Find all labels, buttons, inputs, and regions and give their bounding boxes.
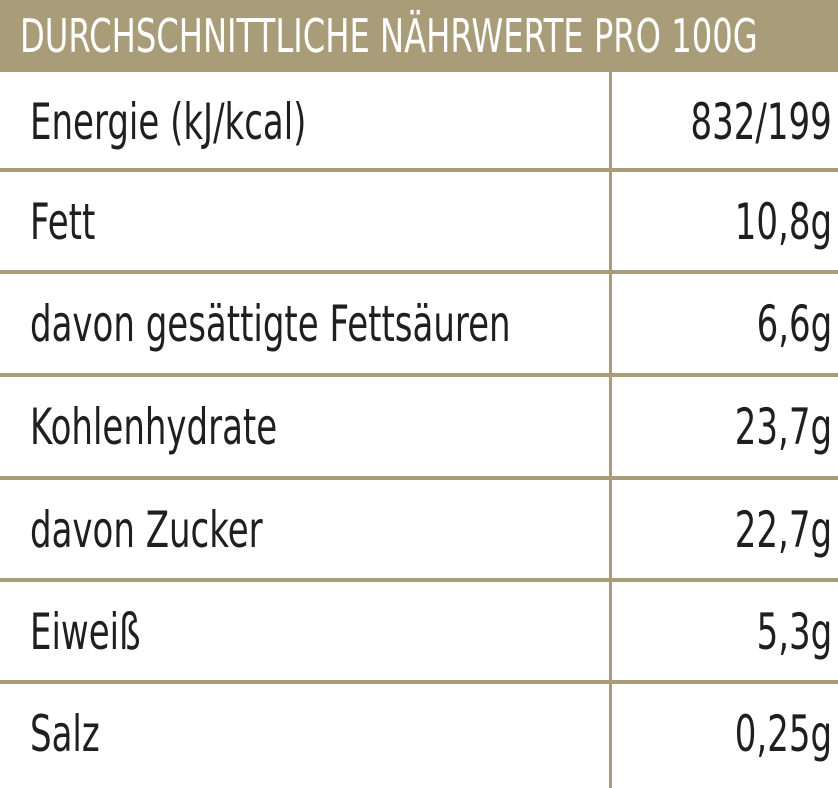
table-row: Salz 0,25g: [0, 684, 838, 784]
row-label-energy: Energie (kJ/kcal): [30, 93, 307, 151]
row-value-protein: 5,3g: [756, 603, 832, 661]
row-value-saturated-fat: 6,6g: [756, 295, 832, 353]
row-label-protein: Eiweiß: [30, 603, 141, 661]
row-label-carbohydrates: Kohlenhydrate: [30, 398, 278, 456]
row-separator: [0, 168, 838, 172]
row-value-fat: 10,8g: [734, 193, 832, 251]
row-separator: [0, 373, 838, 377]
row-label-salt: Salz: [30, 705, 100, 763]
table-row: Fett 10,8g: [0, 172, 838, 272]
row-label-saturated-fat: davon gesättigte Fettsäuren: [30, 295, 511, 353]
table-row: Eiweiß 5,3g: [0, 582, 838, 682]
row-label-fat: Fett: [30, 193, 96, 251]
row-value-salt: 0,25g: [734, 705, 832, 763]
row-separator: [0, 270, 838, 274]
row-separator: [0, 680, 838, 684]
table-row: davon gesättigte Fettsäuren 6,6g: [0, 274, 838, 374]
row-separator: [0, 578, 838, 582]
row-separator: [0, 476, 838, 480]
table-title: DURCHSCHNITTLICHE NÄHRWERTE PRO 100G: [20, 9, 758, 63]
row-value-energy: 832/199: [690, 93, 832, 151]
column-divider: [609, 72, 612, 788]
row-value-sugar: 22,7g: [734, 501, 832, 559]
row-label-sugar: davon Zucker: [30, 501, 263, 559]
table-row: davon Zucker 22,7g: [0, 480, 838, 580]
table-row: Energie (kJ/kcal) 832/199: [0, 72, 838, 172]
table-row: Kohlenhydrate 23,7g: [0, 377, 838, 477]
row-value-carbohydrates: 23,7g: [734, 398, 832, 456]
table-header: DURCHSCHNITTLICHE NÄHRWERTE PRO 100G: [0, 0, 838, 72]
